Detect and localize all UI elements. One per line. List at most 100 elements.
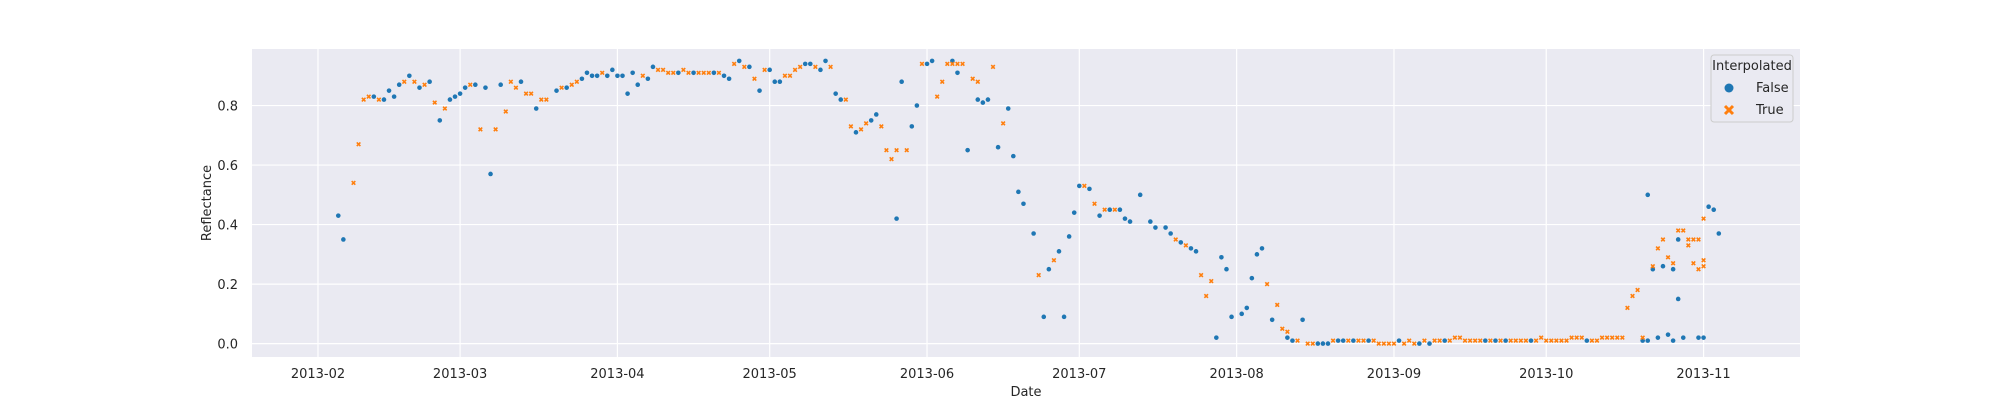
data-point-true	[503, 109, 509, 114]
data-point-true	[1102, 207, 1108, 213]
data-point-true	[782, 73, 788, 79]
data-point-true	[1599, 335, 1605, 341]
data-point-true	[792, 67, 798, 73]
data-point-false	[807, 61, 813, 67]
data-point-true	[1488, 338, 1493, 343]
data-point-false	[1325, 341, 1331, 346]
data-point-true	[1051, 257, 1057, 263]
data-point-false	[1137, 192, 1143, 198]
data-point-false	[894, 216, 899, 221]
data-point-true	[1477, 338, 1483, 343]
data-point-true	[919, 61, 925, 67]
data-point-true	[1452, 335, 1458, 341]
y-tick-label: 0.2	[217, 278, 238, 293]
data-point-true	[970, 76, 976, 82]
data-point-false	[1005, 106, 1011, 111]
legend-box	[1710, 54, 1794, 123]
x-axis-label: Date	[1010, 385, 1041, 400]
data-point-false	[909, 124, 915, 129]
data-point-true	[960, 61, 965, 67]
data-point-true	[1691, 237, 1696, 242]
data-point-true	[1457, 335, 1463, 341]
data-point-true	[716, 70, 722, 76]
x-tick-label: 2013-09	[1367, 367, 1421, 382]
x-tick-label: 2013-02	[291, 367, 345, 382]
data-point-true	[843, 97, 849, 102]
data-point-false	[1320, 341, 1326, 346]
data-point-true	[752, 76, 757, 82]
data-point-false	[615, 73, 620, 79]
data-point-false	[417, 85, 422, 90]
data-point-true	[1691, 260, 1696, 266]
data-point-true	[1660, 237, 1666, 242]
data-point-true	[797, 64, 803, 70]
data-point-true	[904, 147, 910, 153]
data-point-false	[1021, 201, 1026, 207]
data-point-true	[660, 67, 666, 73]
data-point-true	[1208, 278, 1214, 284]
data-point-false	[452, 94, 458, 99]
data-point-true	[356, 141, 361, 147]
data-point-false	[488, 171, 493, 177]
data-point-true	[513, 85, 519, 91]
data-point-true	[1569, 335, 1574, 341]
data-point-false	[589, 73, 595, 79]
data-point-true	[432, 100, 438, 105]
data-point-false	[1239, 311, 1245, 317]
data-point-true	[878, 124, 884, 129]
data-point-true	[1092, 201, 1097, 207]
data-point-false	[1254, 252, 1260, 257]
data-point-true	[1310, 341, 1316, 346]
data-point-true	[686, 70, 691, 76]
data-point-false	[1071, 210, 1077, 215]
data-point-false	[676, 70, 681, 76]
data-point-true	[950, 61, 955, 67]
data-point-false	[1711, 207, 1717, 212]
data-point-false	[1427, 341, 1432, 346]
data-point-true	[1345, 338, 1351, 343]
data-point-true	[1274, 302, 1280, 308]
data-point-false	[1122, 216, 1128, 221]
data-point-false	[1396, 338, 1402, 343]
y-tick-label: 0.4	[217, 219, 238, 234]
data-point-true	[934, 94, 940, 99]
data-point-false	[554, 88, 559, 93]
x-tick-label: 2013-11	[1676, 367, 1730, 382]
data-point-true	[990, 64, 996, 70]
data-point-true	[944, 61, 950, 67]
data-point-true	[361, 97, 367, 102]
data-point-false	[1285, 335, 1290, 340]
data-point-false	[777, 79, 783, 85]
data-point-false	[1269, 317, 1275, 323]
data-point-false	[1011, 153, 1016, 159]
data-point-true	[523, 91, 529, 97]
data-point-true	[574, 79, 580, 85]
data-point-false	[1340, 338, 1346, 343]
data-point-true	[1604, 335, 1610, 341]
data-point-false	[711, 70, 717, 76]
legend-title: Interpolated	[1712, 59, 1792, 74]
data-point-true	[1462, 338, 1468, 343]
data-point-false	[823, 58, 828, 64]
data-point-true	[1513, 338, 1519, 343]
y-tick-label: 0.0	[217, 338, 238, 353]
data-point-false	[427, 79, 432, 85]
x-tick-label: 2013-07	[1052, 367, 1106, 382]
data-point-true	[1183, 243, 1189, 248]
x-tick-label: 2013-10	[1519, 367, 1573, 382]
x-tick-label: 2013-05	[743, 367, 797, 382]
data-point-false	[650, 64, 656, 70]
data-point-false	[691, 70, 696, 76]
data-point-true	[1437, 338, 1443, 343]
data-point-false	[1229, 314, 1234, 320]
data-point-true	[1559, 338, 1564, 343]
data-point-false	[1193, 249, 1199, 254]
data-point-true	[442, 106, 448, 111]
data-point-false	[1493, 338, 1498, 343]
data-point-false	[1290, 338, 1295, 343]
data-point-true	[544, 97, 549, 102]
data-point-true	[1680, 228, 1686, 233]
data-point-false	[726, 76, 732, 82]
data-point-true	[1635, 287, 1640, 293]
data-point-true	[1361, 338, 1366, 343]
